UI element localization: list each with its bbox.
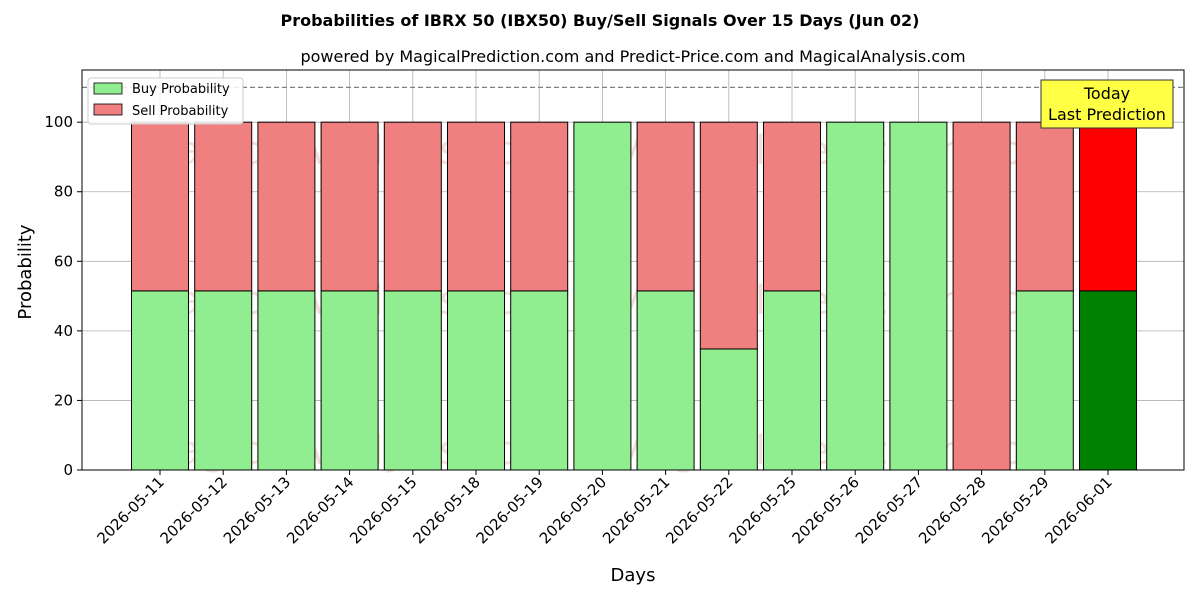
- x-tick-label: 2026-05-20: [536, 473, 610, 547]
- x-tick-label: 2026-05-19: [473, 473, 547, 547]
- bar-buy: [1015, 290, 1074, 471]
- x-tick-label: 2026-05-18: [409, 473, 483, 547]
- annotation-line-2: Last Prediction: [1048, 105, 1166, 124]
- legend-swatch-buy: [93, 82, 123, 95]
- bar-sell: [952, 121, 1011, 471]
- y-axis-ticks: 0 20 40 60 80 100: [44, 113, 82, 479]
- legend-label-buy: Buy Probability: [132, 82, 230, 97]
- x-tick-label: 2026-05-26: [789, 473, 863, 547]
- bar-buy: [194, 290, 253, 471]
- y-tick-label: 0: [63, 461, 73, 479]
- x-axis-ticks: 2026-05-112026-05-122026-05-132026-05-14…: [93, 470, 1116, 547]
- annotation-box: [1040, 79, 1174, 129]
- bar-sell: [636, 121, 695, 292]
- legend-swatch-sell: [93, 103, 123, 116]
- bar-buy: [510, 290, 569, 471]
- legend-label-sell: Sell Probability: [132, 104, 229, 119]
- x-tick-label: 2026-05-29: [978, 473, 1052, 547]
- x-axis-label: Days: [611, 565, 656, 586]
- x-tick-label: 2026-05-12: [157, 473, 231, 547]
- bar-buy: [763, 290, 821, 471]
- plot-frame: [81, 69, 1185, 471]
- chart-subtitle: powered by MagicalPrediction.com and Pre…: [300, 47, 965, 66]
- bar-sell: [320, 121, 379, 292]
- bar-sell: [383, 121, 442, 292]
- y-tick-label: 80: [54, 183, 73, 201]
- bar-buy: [131, 290, 189, 471]
- chart-title: Probabilities of IBRX 50 (IBX50) Buy/Sel…: [280, 11, 919, 30]
- bar-sell: [1079, 121, 1137, 292]
- legend-box: [87, 77, 244, 125]
- bar-sell: [699, 121, 758, 350]
- bar-sell: [194, 121, 253, 292]
- bar-sell: [510, 121, 569, 292]
- x-tick-label: 2026-05-15: [346, 473, 420, 547]
- y-tick-label: 60: [54, 252, 73, 270]
- today-annotation: Today Last Prediction: [1040, 79, 1174, 129]
- bar-buy: [826, 121, 885, 471]
- annotation-line-1: Today: [1083, 84, 1130, 103]
- x-tick-label: 2026-05-14: [283, 473, 357, 547]
- x-tick-label: 2026-05-27: [852, 473, 926, 547]
- legend: Buy Probability Sell Probability: [87, 77, 244, 125]
- x-tick-label: 2026-05-21: [599, 473, 673, 547]
- x-tick-label: 2026-05-13: [220, 473, 294, 547]
- bar-buy: [383, 290, 442, 471]
- bars: [131, 121, 1137, 471]
- bar-buy: [1079, 290, 1137, 471]
- y-axis-label: Probability: [15, 224, 36, 319]
- bar-buy: [320, 290, 379, 471]
- bar-buy: [636, 290, 695, 471]
- bar-buy: [447, 290, 505, 471]
- bar-buy: [573, 121, 632, 471]
- bar-buy: [699, 348, 758, 471]
- x-tick-label: 2026-05-11: [93, 473, 167, 547]
- bar-sell: [447, 121, 505, 292]
- bar-buy: [889, 121, 948, 471]
- bar-buy: [257, 290, 316, 471]
- x-tick-label: 2026-06-01: [1041, 473, 1115, 547]
- bar-sell: [257, 121, 316, 292]
- x-tick-label: 2026-05-28: [915, 473, 989, 547]
- y-tick-label: 40: [54, 322, 73, 340]
- bar-sell: [763, 121, 821, 292]
- x-tick-label: 2026-05-25: [725, 473, 799, 547]
- bar-sell: [1015, 121, 1074, 292]
- y-tick-label: 20: [54, 391, 73, 409]
- y-tick-label: 100: [44, 113, 73, 131]
- bar-sell: [131, 121, 189, 292]
- x-tick-label: 2026-05-22: [662, 473, 736, 547]
